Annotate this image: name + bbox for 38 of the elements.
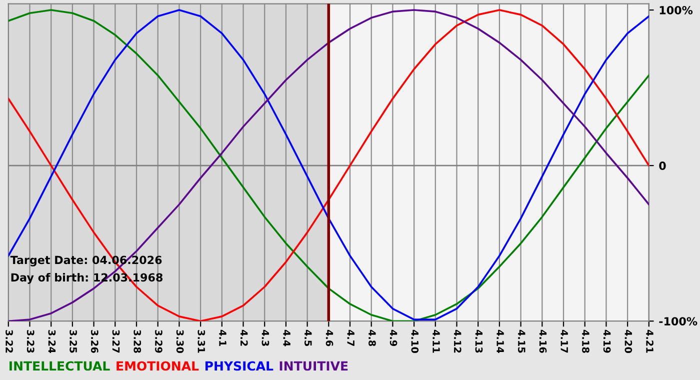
- text: PHYSICAL: [206, 361, 274, 371]
- text: INTUITIVE: [280, 361, 348, 371]
- x-tick-label: 3.29: [155, 330, 162, 353]
- x-tick-label: 4.2: [240, 330, 248, 346]
- x-tick-label: 3.31: [198, 330, 206, 353]
- x-tick-label: 3.26: [90, 330, 98, 353]
- x-tick-label: 3.22: [6, 330, 13, 353]
- x-tick-label: 4.10: [411, 330, 419, 353]
- x-tick-label: 4.3: [262, 330, 270, 346]
- y-tick-label: 0: [659, 162, 666, 170]
- x-tick-label: 4.9: [390, 330, 398, 346]
- x-tick-label: 4.13: [475, 330, 483, 353]
- x-tick-label: 4.7: [347, 330, 354, 346]
- x-tick-label: 4.15: [518, 330, 526, 353]
- x-tick-label: 3.24: [48, 330, 56, 353]
- x-tick-label: 3.23: [26, 330, 34, 353]
- text: INTELLECTUAL: [10, 361, 110, 371]
- x-tick-label: 4.18: [582, 330, 590, 353]
- x-tick-label: 4.19: [603, 330, 611, 353]
- x-tick-label: 4.5: [304, 330, 312, 346]
- x-tick-label: 4.20: [624, 330, 632, 353]
- x-tick-label: 4.11: [432, 330, 440, 353]
- x-tick-label: 4.6: [326, 330, 334, 346]
- y-tick-label: 100%: [660, 6, 693, 14]
- x-tick-label: 4.21: [646, 330, 654, 353]
- x-tick-label: 4.1: [219, 330, 226, 346]
- x-tick-label: 3.25: [70, 330, 77, 353]
- x-tick-label: 4.4: [283, 330, 290, 346]
- x-tick-label: 3.27: [112, 330, 120, 353]
- x-tick-label: 4.12: [454, 330, 462, 353]
- x-tick-label: 3.30: [176, 330, 184, 353]
- y-tick-label: -100%: [659, 317, 698, 326]
- x-tick-label: 4.8: [368, 330, 376, 346]
- x-tick-label: 4.14: [496, 330, 504, 353]
- x-tick-label: 4.16: [539, 330, 547, 353]
- text: EMOTIONAL: [116, 361, 199, 371]
- x-tick-label: 4.17: [560, 330, 568, 353]
- x-tick-label: 3.28: [134, 330, 142, 353]
